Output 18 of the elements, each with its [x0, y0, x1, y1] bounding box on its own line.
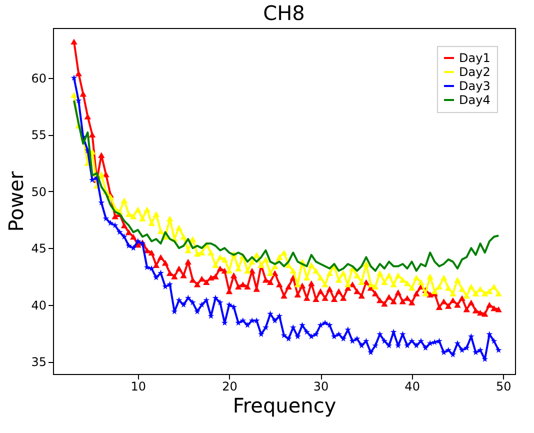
x-tick-label: 40	[404, 380, 420, 394]
x-tick-label: 10	[130, 380, 146, 394]
y-tick-label: 50	[31, 184, 46, 199]
x-tick-label: 30	[313, 380, 329, 394]
legend-label: Day2	[459, 65, 490, 79]
y-tick-label: 40	[31, 298, 46, 312]
chart-title: CH8	[263, 1, 305, 25]
legend-label: Day4	[459, 93, 490, 107]
x-tick-label: 50	[496, 380, 512, 394]
y-tick-label: 45	[31, 242, 46, 256]
x-tick-label: 20	[222, 380, 238, 394]
legend-label: Day3	[459, 79, 490, 93]
y-tick-label: 60	[31, 71, 46, 86]
y-tick-label: 55	[31, 128, 46, 142]
x-axis-title: Frequency	[232, 394, 336, 418]
y-tick-label: 35	[31, 355, 46, 370]
y-axis-title: Power	[4, 170, 28, 232]
legend-label: Day1	[459, 51, 490, 65]
